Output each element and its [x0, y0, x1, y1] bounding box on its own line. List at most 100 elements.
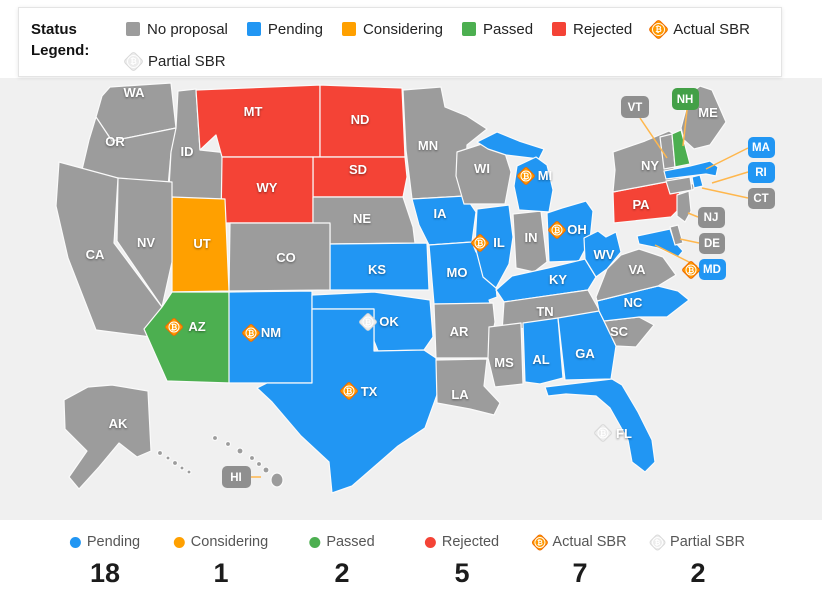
state-TX[interactable] [256, 308, 439, 494]
pending-dot-icon [69, 536, 81, 548]
state-NC[interactable] [596, 285, 690, 322]
state-label-PA: PA [632, 197, 650, 212]
state-MI[interactable] [513, 156, 554, 213]
state-label-OK: OK [379, 314, 399, 329]
state-label-IL: IL [493, 235, 505, 250]
state-box-DE[interactable] [699, 233, 725, 254]
state-FL[interactable] [544, 378, 656, 473]
summary-count-partial-sbr: 2 [690, 558, 706, 588]
state-MS[interactable] [487, 322, 524, 388]
legend-item-rejected: Rejected [552, 21, 632, 38]
summary-label: Rejected [424, 534, 499, 550]
state-label-ME: ME [698, 105, 718, 120]
state-CT[interactable] [665, 176, 693, 195]
state-label-AZ: AZ [188, 319, 205, 334]
state-box-label-NH: NH [677, 94, 694, 106]
state-label-NM: NM [261, 325, 281, 340]
leader-CT [701, 187, 749, 199]
state-box-label-CT: CT [753, 193, 768, 205]
legend-item-no-proposal: No proposal [126, 21, 228, 38]
state-box-label-DE: DE [704, 238, 720, 250]
legend-label: Partial SBR [148, 52, 226, 70]
considering-swatch-icon [341, 22, 356, 36]
summary-passed: Passed 2 [309, 534, 375, 589]
summary-partial-sbr: ₿ Partial SBR 2 [648, 532, 745, 589]
state-MA[interactable] [663, 160, 719, 180]
state-CO[interactable] [228, 222, 331, 292]
state-MN[interactable] [402, 86, 488, 200]
state-AL[interactable] [522, 317, 564, 385]
state-label-IN: IN [525, 230, 538, 245]
state-label-SD: SD [349, 162, 367, 177]
state-label-LA: LA [451, 387, 469, 402]
state-WV[interactable] [583, 230, 622, 278]
state-label-KS: KS [368, 262, 386, 277]
state-label-MS: MS [494, 355, 514, 370]
legend-item-partial-sbr: ₿ Partial SBR [122, 50, 226, 72]
bitcoin-icon-partial-FL [593, 423, 613, 443]
state-label-CA: CA [86, 247, 105, 262]
state-box-MA[interactable] [748, 137, 775, 158]
state-VA[interactable] [595, 248, 677, 302]
state-box-MD[interactable] [699, 259, 726, 280]
state-OH[interactable] [546, 200, 594, 263]
state-label-NY: NY [641, 158, 659, 173]
state-label-SC: SC [610, 324, 629, 339]
rejected-swatch-icon [552, 22, 567, 36]
legend-item-pending: Pending [246, 20, 323, 38]
legend-label: Pending [267, 20, 323, 38]
leader-VT [639, 117, 668, 159]
summary-count-considering: 1 [213, 558, 229, 588]
state-MT[interactable] [195, 84, 321, 158]
state-label-WI: WI [474, 161, 490, 176]
summary-label: ₿ Actual SBR [530, 532, 627, 552]
leader-DE [679, 238, 700, 244]
state-NJ[interactable] [676, 190, 692, 223]
state-label-ID: ID [181, 144, 194, 159]
status-legend-card: Status Legend: No proposal Pending Consi… [18, 7, 782, 77]
state-NV[interactable] [116, 177, 173, 308]
state-box-VT[interactable] [621, 96, 649, 118]
state-label-GA: GA [575, 346, 595, 361]
state-label-MT: MT [244, 104, 263, 119]
state-box-CT[interactable] [748, 188, 775, 209]
legend-item-actual-sbr: ₿ Actual SBR [648, 18, 750, 40]
state-box-NH[interactable] [672, 88, 699, 110]
legend-label: Considering [362, 20, 443, 38]
state-box-RI[interactable] [748, 162, 775, 183]
state-RI[interactable] [691, 174, 704, 189]
summary-rejected: Rejected 5 [424, 534, 499, 589]
state-box-HI[interactable] [222, 466, 251, 488]
state-box-NJ[interactable] [698, 207, 725, 228]
leader-RI [711, 171, 749, 184]
state-AK-aleutians [156, 449, 192, 475]
legend-row-2: ₿ Partial SBR [122, 48, 781, 74]
state-label-ND: ND [351, 112, 370, 127]
state-label-TN: TN [536, 304, 553, 319]
state-labels: WA OR ID CA NV UT AZ MT WY CO NM ND SD N… [86, 85, 718, 441]
legend-label: Rejected [573, 20, 633, 38]
summary-count-actual-sbr: 7 [572, 558, 588, 588]
state-LA[interactable] [435, 358, 501, 416]
state-box-label-RI: RI [755, 167, 767, 179]
summary-actual-sbr: ₿ Actual SBR 7 [530, 532, 627, 589]
state-NH[interactable] [671, 129, 691, 168]
state-DE[interactable] [669, 224, 684, 246]
legend-label: No proposal [147, 20, 228, 38]
state-label-MI: MI [538, 168, 552, 183]
state-label-MN: MN [418, 138, 438, 153]
state-MI-upper[interactable] [476, 131, 545, 160]
state-label-AR: AR [450, 324, 469, 339]
state-IL[interactable] [474, 204, 514, 289]
state-box-label-HI: HI [230, 472, 242, 484]
summary-label: Passed [309, 534, 375, 550]
leader-NH [682, 109, 688, 147]
state-label-NC: NC [624, 295, 643, 310]
state-HI[interactable] [211, 434, 284, 488]
state-label-MO: MO [447, 265, 468, 280]
legend-item-considering: Considering [341, 20, 443, 38]
bitcoin-partial-icon: ₿ [648, 532, 667, 552]
state-AK[interactable] [63, 384, 152, 490]
